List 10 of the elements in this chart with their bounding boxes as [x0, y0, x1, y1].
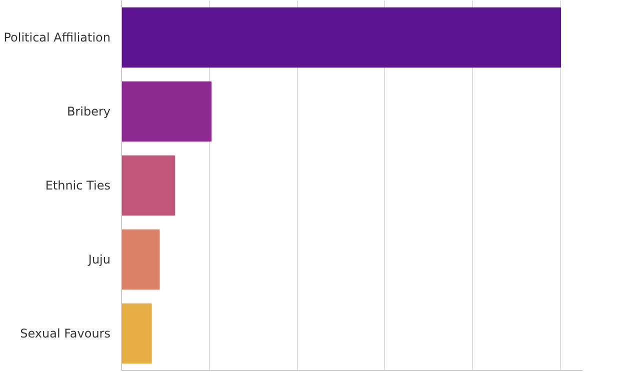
bar: [122, 81, 212, 142]
y-tick-label: Juju: [87, 252, 111, 266]
bar: [122, 155, 176, 216]
y-tick-label: Political Affiliation: [4, 30, 111, 44]
bar: [122, 303, 152, 364]
bar: [122, 229, 160, 290]
y-tick-label: Ethnic Ties: [45, 178, 111, 192]
y-tick-label: Sexual Favours: [20, 326, 111, 340]
y-tick-label: Bribery: [66, 104, 111, 118]
bar: [122, 7, 562, 68]
